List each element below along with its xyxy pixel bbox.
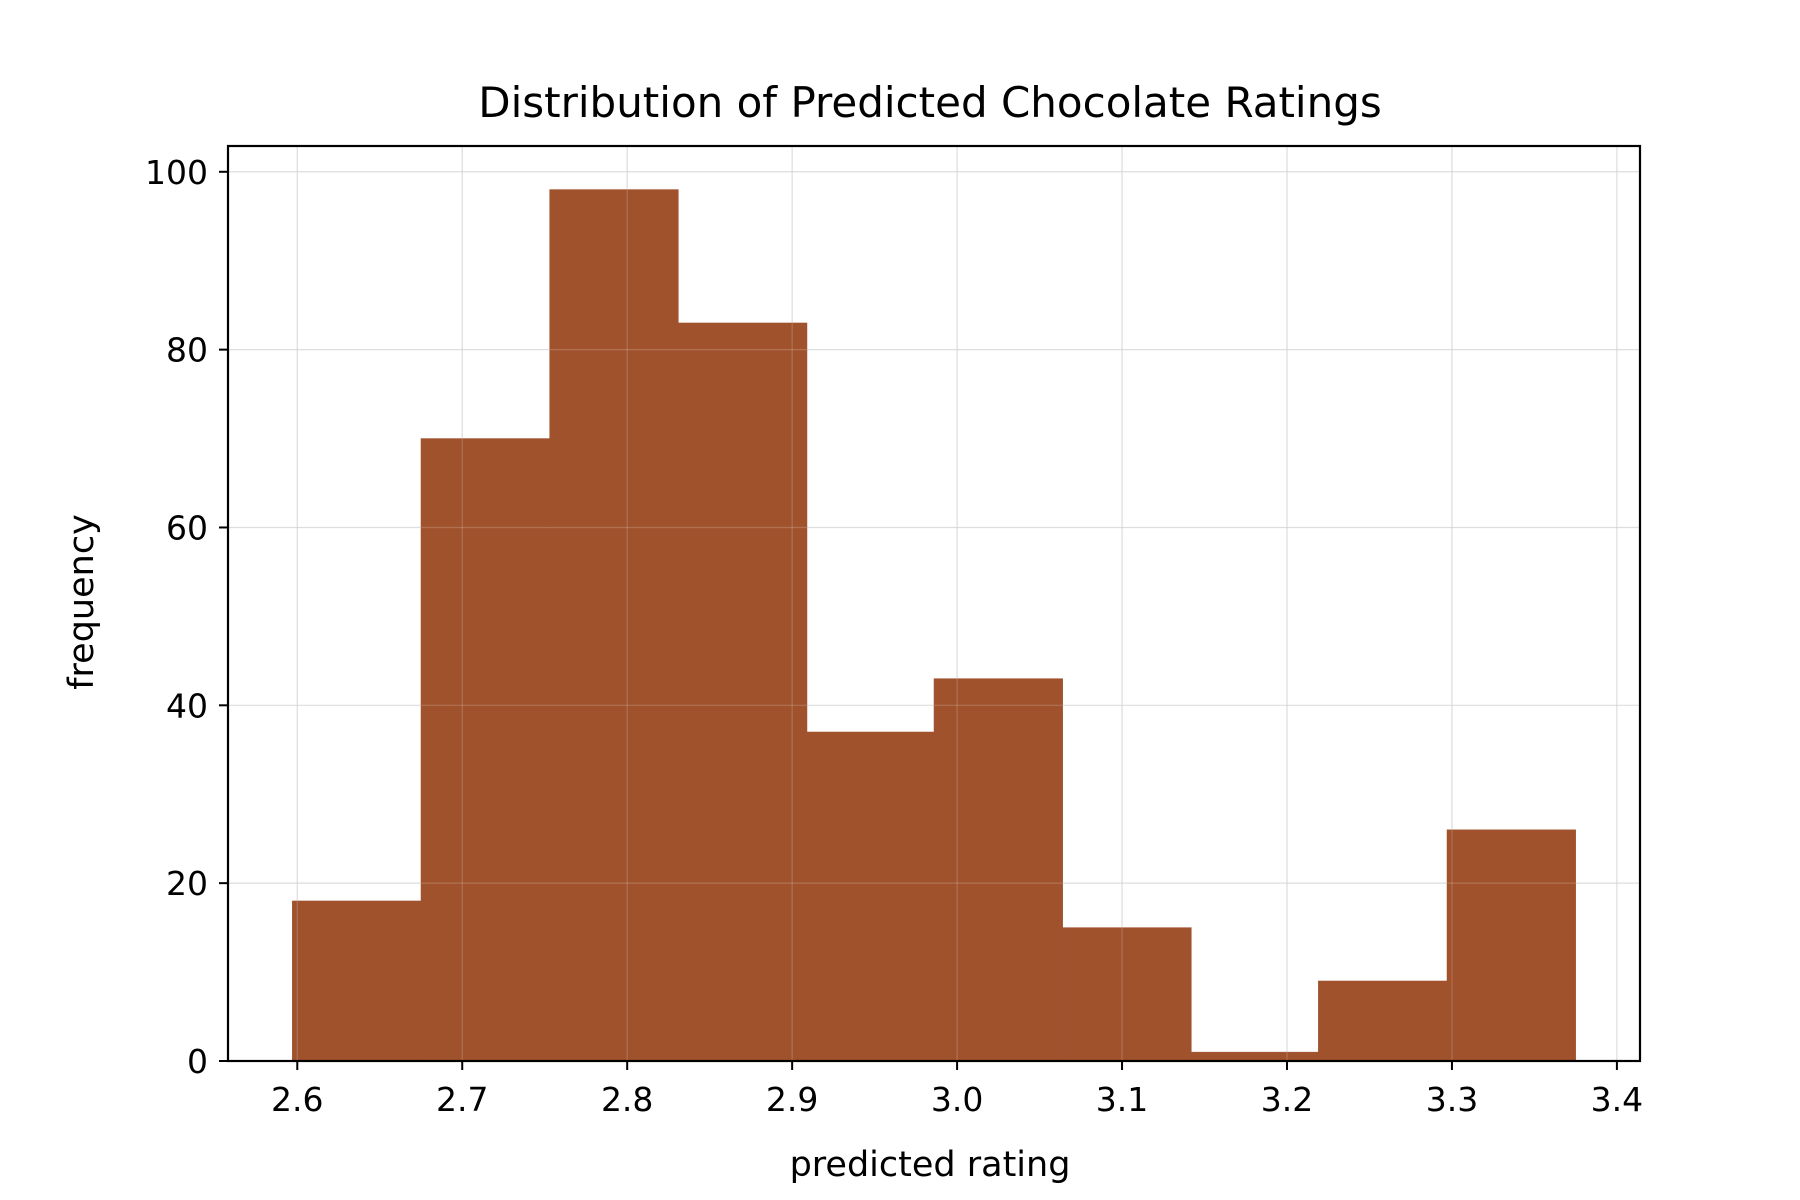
histogram-bar [933,678,1063,1062]
histogram-bar [1318,980,1448,1062]
histogram-bars [292,189,1576,1062]
x-tick-label: 2.6 [271,1080,323,1119]
x-tick-label: 2.8 [601,1080,653,1119]
x-tick-label: 3.2 [1261,1080,1313,1119]
histogram-bar [292,900,422,1062]
x-tick-label: 3.1 [1096,1080,1148,1119]
histogram-bar [1446,829,1576,1062]
y-tick-label: 20 [166,864,208,903]
histogram-bar [1191,1051,1319,1062]
y-axis-label: frequency [62,514,102,690]
y-tick-label: 60 [166,508,208,547]
plot-frame [226,144,1642,1063]
x-tick-label: 3.4 [1591,1080,1643,1119]
x-axis-ticks: 2.6 2.7 2.8 2.9 3.0 3.1 3.2 3.3 3.4 [271,1061,1643,1119]
x-tick-label: 2.7 [436,1080,488,1119]
histogram-bar [678,322,808,1062]
x-tick-label: 3.3 [1426,1080,1478,1119]
x-tick-label: 2.9 [766,1080,818,1119]
y-tick-label: 80 [166,331,208,370]
y-tick-label: 40 [166,686,208,725]
histogram-bar [420,438,550,1062]
x-axis-label: predicted rating [790,1145,1071,1185]
histogram-bar [549,189,679,1062]
histogram-bar [806,731,935,1062]
y-tick-label: 0 [187,1042,208,1081]
histogram-bar [1062,927,1192,1062]
chart-title: Distribution of Predicted Chocolate Rati… [478,78,1382,127]
x-tick-label: 3.0 [931,1080,983,1119]
y-axis-ticks: 0 20 40 60 80 100 [145,153,228,1081]
y-tick-label: 100 [145,153,208,192]
